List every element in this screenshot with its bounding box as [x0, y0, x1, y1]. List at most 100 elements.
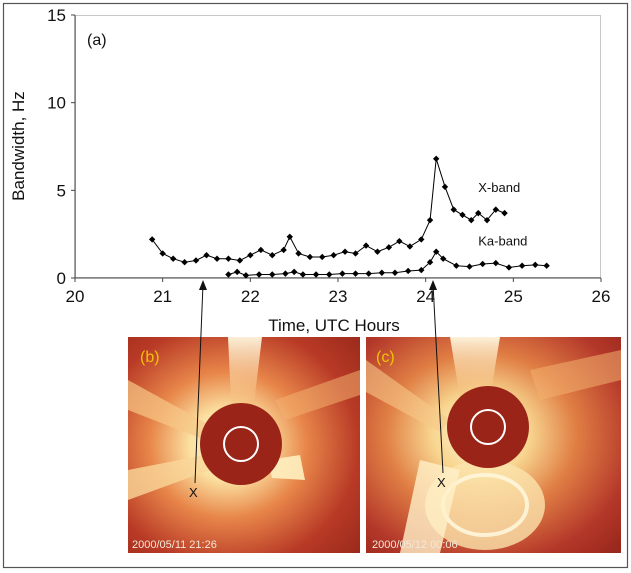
data-point-ka-band — [479, 260, 486, 268]
data-point-x-band — [225, 255, 232, 262]
x-tick-label: 24 — [416, 287, 435, 306]
sun-limb-circle — [470, 409, 506, 445]
x-tick-label: 20 — [66, 287, 85, 306]
data-point-ka-band — [225, 271, 232, 278]
data-point-x-band — [341, 248, 349, 255]
data-point-ka-band — [404, 267, 412, 275]
data-point-x-band — [374, 248, 381, 255]
data-point-x-band — [192, 257, 200, 264]
data-point-x-band — [501, 209, 508, 217]
data-point-ka-band — [339, 270, 346, 277]
corona-streamer — [128, 455, 210, 500]
data-point-x-band — [468, 216, 475, 224]
data-point-x-band — [432, 155, 440, 162]
data-point-ka-band — [352, 270, 359, 277]
data-point-ka-band — [466, 263, 473, 270]
data-point-x-band — [213, 255, 221, 262]
data-point-x-band — [385, 244, 393, 251]
data-point-x-band — [492, 206, 499, 213]
corona-streamer — [275, 370, 360, 420]
series-annotation: Ka-band — [478, 234, 527, 249]
y-tick-label: 15 — [47, 6, 66, 25]
corona-streamer — [128, 380, 215, 440]
pointer-b: X — [189, 280, 207, 500]
data-point-ka-band — [312, 271, 320, 278]
series-annotation: X-band — [478, 180, 520, 195]
data-point-ka-band — [290, 268, 298, 276]
data-point-x-band — [418, 236, 425, 243]
data-point-x-band — [459, 211, 466, 219]
data-point-ka-band — [299, 271, 307, 278]
data-point-x-band — [247, 252, 254, 259]
series-group — [148, 155, 550, 279]
corona-streamer — [530, 350, 621, 400]
corona-streamer — [366, 360, 450, 432]
image-timestamp-b: 2000/05/11 21:26 — [132, 539, 217, 551]
occulting-disk — [200, 403, 282, 485]
y-tick-label: 10 — [47, 94, 66, 113]
x-tick-label: 25 — [504, 287, 523, 306]
data-point-x-band — [450, 206, 457, 213]
data-point-x-band — [181, 259, 188, 266]
data-point-x-band — [295, 250, 302, 257]
data-point-x-band — [426, 216, 434, 224]
corona-streamer — [400, 460, 460, 553]
data-point-ka-band — [453, 262, 460, 269]
data-point-ka-band — [426, 259, 434, 266]
data-point-x-band — [406, 243, 414, 250]
data-point-x-band — [159, 250, 166, 257]
x-axis-label: Time, UTC Hours — [268, 316, 400, 335]
panel-label-b: (b) — [140, 349, 160, 366]
data-point-x-band — [396, 237, 403, 245]
data-point-ka-band — [326, 271, 333, 278]
pointer-c: X — [429, 280, 446, 490]
y-tick-label: 5 — [57, 181, 66, 200]
occulting-disk — [447, 386, 529, 468]
data-point-ka-band — [378, 269, 386, 276]
data-point-x-band — [280, 246, 287, 254]
data-point-ka-band — [269, 271, 276, 278]
data-point-x-band — [169, 255, 177, 262]
x-tick-label: 22 — [241, 287, 260, 306]
sun-limb-circle — [223, 426, 259, 462]
data-point-ka-band — [532, 261, 539, 269]
y-tick-label: 0 — [57, 269, 66, 288]
series-line-ka-band — [228, 250, 547, 276]
data-point-ka-band — [242, 272, 250, 279]
data-point-ka-band — [282, 270, 289, 277]
data-point-ka-band — [505, 264, 513, 271]
data-point-x-band — [306, 253, 314, 261]
data-point-ka-band — [233, 268, 241, 276]
y-axis-label: Bandwidth, Hz — [9, 91, 28, 201]
annotations-group: X-band Ka-band — [478, 180, 527, 248]
data-point-x-band — [319, 253, 326, 261]
data-point-ka-band — [365, 270, 372, 277]
x-tick-label: 21 — [153, 287, 172, 306]
image-panel-c: (c) 2000/05/12 00:06 — [366, 337, 621, 553]
image-timestamp-c: 2000/05/12 00:06 — [372, 539, 458, 551]
panel-label-a: (a) — [87, 32, 107, 49]
data-point-ka-band — [391, 269, 399, 276]
data-point-x-band — [236, 257, 244, 264]
pointer-arrowhead-b — [199, 280, 207, 290]
data-point-x-band — [330, 252, 337, 259]
x-tick-label: 26 — [592, 287, 611, 306]
data-point-ka-band — [492, 259, 499, 267]
data-point-x-band — [257, 246, 265, 254]
pointer-marker-b: X — [189, 485, 198, 500]
pointer-line-c — [432, 283, 444, 474]
data-point-ka-band — [432, 248, 440, 255]
data-point-x-band — [203, 252, 210, 259]
y-ticks: 0 5 10 15 — [47, 6, 75, 288]
pointer-arrowhead-c — [429, 280, 437, 290]
panel-label-c: (c) — [376, 349, 395, 366]
data-point-ka-band — [543, 262, 550, 269]
corona-streamer — [228, 337, 262, 420]
x-ticks: 20 21 22 23 24 25 26 — [66, 278, 611, 306]
data-point-ka-band — [518, 262, 526, 269]
data-point-x-band — [362, 242, 370, 249]
data-point-x-band — [352, 250, 359, 257]
data-point-ka-band — [440, 255, 447, 262]
image-panel-b: (b) 2000/05/11 21:26 — [128, 337, 360, 553]
